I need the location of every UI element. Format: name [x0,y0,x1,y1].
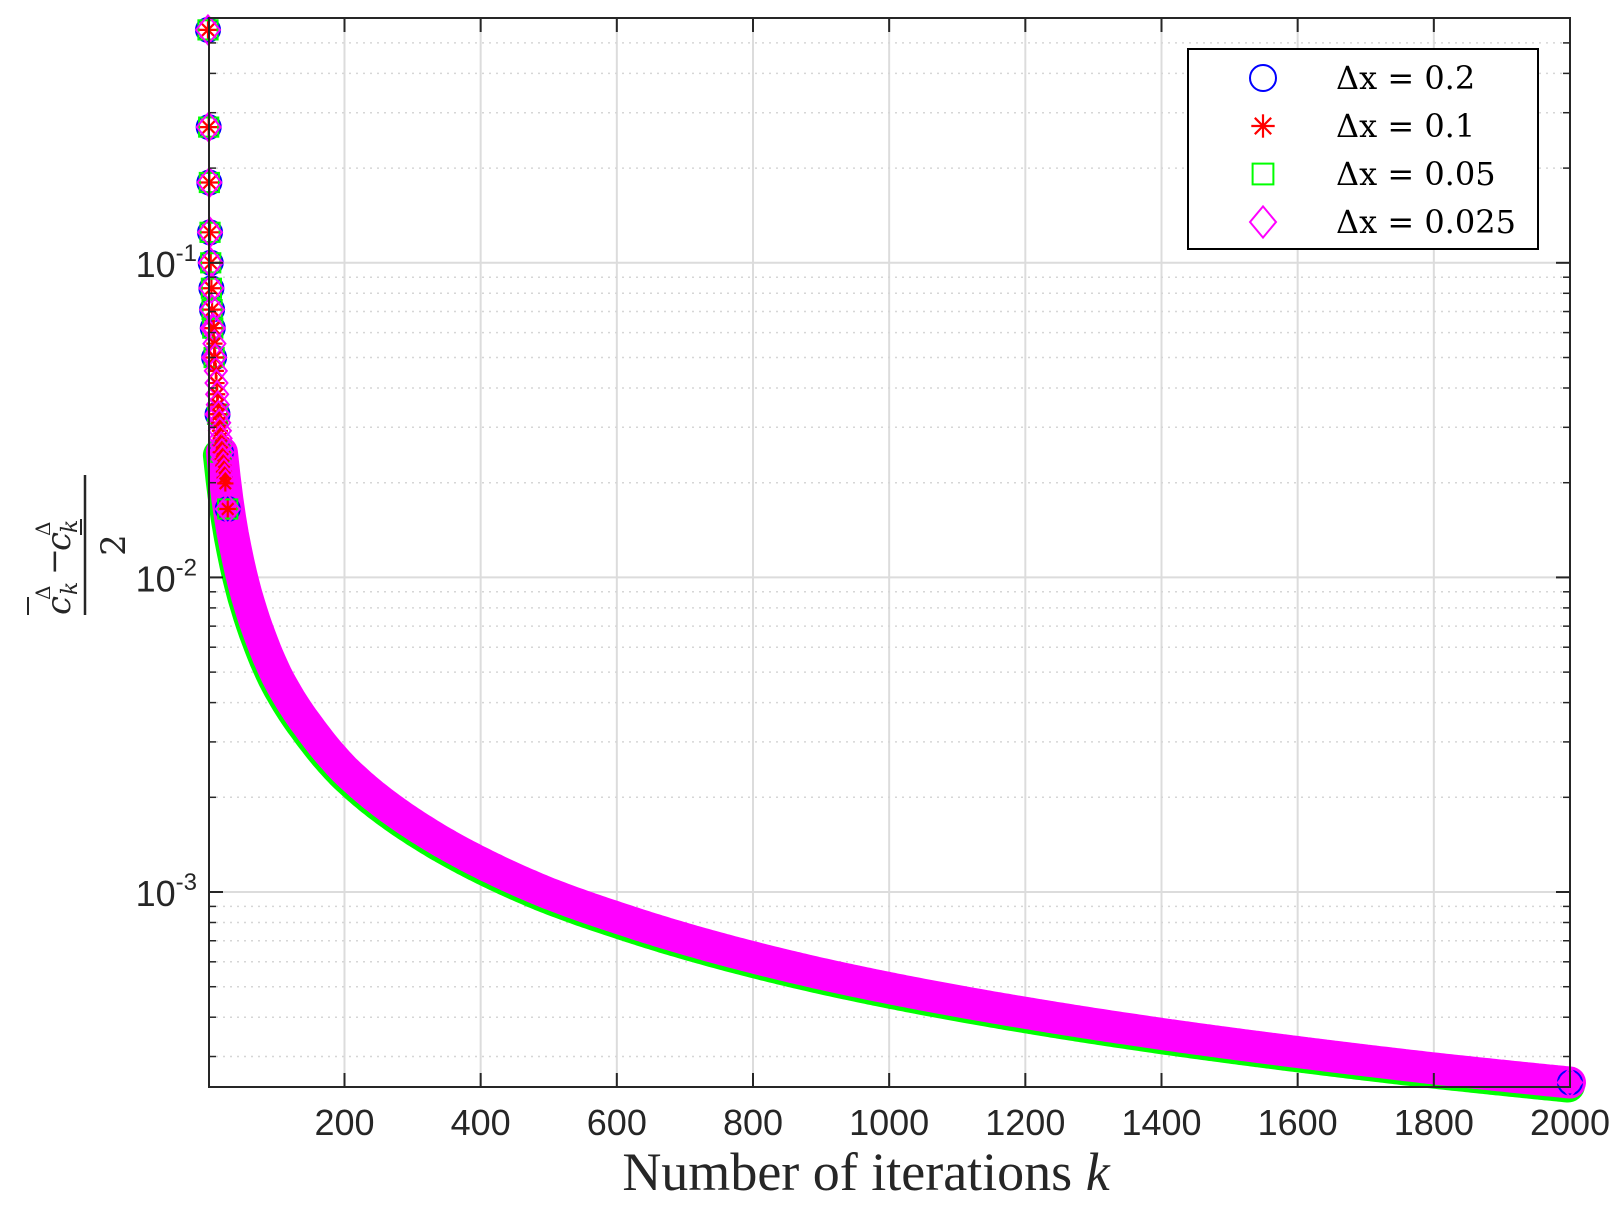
y-tick-label: 10-3 [136,869,197,914]
y-label-sup-b: Δ [31,522,55,536]
data-point [198,272,225,305]
x-tick-label: 800 [723,1102,783,1143]
legend-label: Δx = 0.025 [1336,203,1516,241]
x-tick-label: 1800 [1394,1102,1474,1143]
y-axis-label: c Δ k − c Δ k 2 [27,475,134,615]
data-point [213,468,238,499]
legend-marker-diamond-icon [1248,204,1278,240]
data-point [1556,1066,1584,1099]
x-tick-label: 600 [587,1102,647,1143]
series-band-dx-0.025 [205,436,1586,1099]
data-point [216,498,239,520]
x-tick-label: 1600 [1258,1102,1338,1143]
x-tick-labels: 200 400 600 800 1000 1200 1400 1600 1800 2000 [314,1102,1609,1143]
data-point [200,277,223,299]
legend-marker-asterisk-icon [1251,114,1275,138]
data-point [217,498,239,520]
data-point [196,216,224,249]
y-label-num-a: c [39,596,79,615]
data-point [214,493,242,525]
y-tick-label: 10-2 [136,554,197,599]
marker-stroke [218,477,232,490]
marker-stroke [201,223,219,241]
legend-label: Δx = 0.2 [1336,59,1475,97]
legend-item: Δx = 0.05 [1251,155,1496,193]
legend-item: Δx = 0.1 [1251,107,1475,145]
legend-marker-square-icon [1251,162,1275,186]
x-tick-label: 1400 [1121,1102,1201,1143]
x-axis-label-text: Number of iterations [622,1142,1072,1202]
legend-box [1187,48,1539,250]
y-label-sub-b: k [58,520,83,533]
y-label-sub-a: k [58,582,83,595]
x-tick-label: 2000 [1530,1102,1609,1143]
y-label-sup-a: Δ [31,586,55,600]
x-axis-label: Number of iterations k [622,1142,1110,1202]
dense-cluster-markers [201,313,238,499]
y-tick-label: 10-1 [136,240,197,285]
marker-stroke [219,500,237,518]
data-point [199,221,221,243]
y-label-minus: − [35,548,73,575]
legend-item: Δx = 0.025 [1248,203,1516,241]
marker-stroke [203,279,220,297]
y-label-denominator: 2 [94,534,134,556]
x-tick-label: 1000 [849,1102,929,1143]
x-tick-label: 1200 [985,1102,1065,1143]
legend-label: Δx = 0.05 [1336,155,1496,193]
legend-item: Δx = 0.2 [1249,59,1475,97]
marker-stroke [203,301,221,318]
data-point [198,293,226,326]
data-point [199,221,221,244]
x-tick-label: 200 [314,1102,374,1143]
axis-ticks [209,18,1571,1087]
y-tick-labels: 10-1 10-2 10-3 [136,240,197,914]
legend-marker-circle-icon [1249,64,1277,92]
marker-stroke [1254,117,1272,135]
plot-area [194,13,1586,1103]
y-label-num-b: c [39,532,79,551]
data-point [217,475,234,492]
legend: Δx = 0.2 Δx = 0.1 Δx = 0.05 Δx = 0.025 [1187,48,1539,250]
legend-label: Δx = 0.1 [1336,107,1475,145]
x-axis-label-var: k [1086,1142,1111,1202]
x-tick-label: 400 [451,1102,511,1143]
